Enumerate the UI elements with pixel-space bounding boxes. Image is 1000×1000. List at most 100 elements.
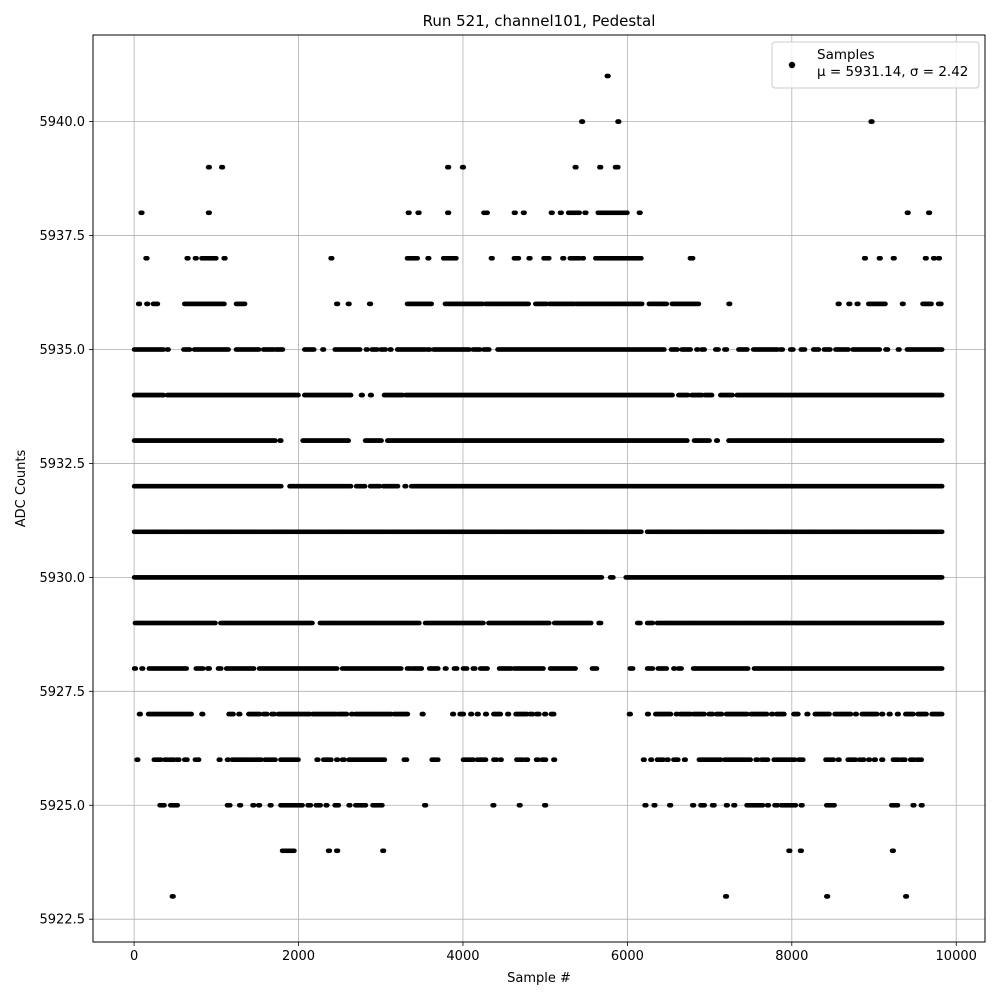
data-point (584, 210, 589, 216)
data-point (329, 255, 335, 261)
data-point (426, 255, 432, 261)
data-point (166, 347, 171, 352)
data-point (559, 210, 564, 216)
data-point (242, 301, 248, 307)
data-point (403, 483, 409, 489)
data-point (347, 301, 352, 307)
data-point (161, 347, 166, 352)
data-point (939, 438, 945, 443)
data-point (226, 347, 231, 352)
data-point (847, 301, 853, 307)
data-point (214, 255, 219, 261)
data-point (927, 210, 933, 216)
data-point (690, 255, 696, 261)
data-point (856, 301, 861, 307)
data-point (547, 255, 552, 261)
data-point (446, 210, 452, 216)
data-point (616, 164, 621, 170)
data-point (702, 347, 707, 352)
data-point (837, 301, 842, 307)
data-point (939, 301, 944, 307)
data-point (885, 347, 891, 352)
data-point (892, 255, 897, 261)
data-point (906, 210, 911, 216)
data-point (664, 301, 670, 307)
data-point (161, 392, 166, 398)
data-point (357, 347, 363, 352)
data-point (490, 255, 495, 261)
data-point (145, 301, 151, 307)
data-point (186, 255, 191, 261)
data-point (522, 210, 527, 216)
data-point (360, 392, 366, 398)
data-point (715, 438, 721, 443)
data-point (550, 210, 555, 216)
data-point (696, 301, 702, 307)
data-point (883, 301, 888, 307)
data-point (389, 347, 394, 352)
data-point (194, 255, 199, 261)
data-point (707, 438, 712, 443)
data-point (279, 438, 284, 443)
data-point (273, 438, 278, 443)
data-point (727, 301, 733, 307)
data-point (513, 210, 518, 216)
data-point (606, 73, 611, 79)
data-point (675, 347, 680, 352)
data-point (487, 347, 492, 352)
data-point (877, 347, 883, 352)
data-point (348, 483, 354, 489)
data-point (780, 347, 786, 352)
data-point (685, 438, 690, 443)
data-point (417, 210, 422, 216)
data-point (924, 255, 929, 261)
data-point (716, 347, 721, 352)
data-point (383, 347, 389, 352)
data-point (429, 301, 435, 307)
data-point (140, 210, 145, 216)
data-point (220, 164, 226, 170)
data-point (639, 529, 644, 535)
data-point (939, 483, 945, 489)
data-point (639, 255, 644, 261)
data-point (187, 347, 193, 352)
data-point (939, 392, 945, 398)
data-point (709, 392, 715, 398)
data-point (695, 347, 701, 352)
data-point (477, 347, 483, 352)
data-point (528, 255, 533, 261)
data-point (638, 210, 643, 216)
data-point (155, 301, 161, 307)
data-point (846, 347, 851, 352)
data-point (375, 347, 380, 352)
data-point (816, 347, 822, 352)
data-point (870, 119, 875, 124)
data-point (256, 347, 262, 352)
data-point (577, 210, 582, 216)
data-point (802, 347, 808, 352)
data-point (662, 347, 667, 352)
data-point (296, 392, 301, 398)
data-point (346, 438, 352, 443)
data-point (574, 164, 579, 170)
data-point (223, 255, 228, 261)
data-point (929, 301, 934, 307)
data-point (516, 255, 522, 261)
data-point (616, 119, 622, 124)
data-point (526, 301, 531, 307)
data-point (878, 255, 883, 261)
data-point (639, 301, 645, 307)
data-point (395, 483, 401, 489)
data-point (745, 347, 750, 352)
data-point (207, 210, 212, 216)
data-point (369, 392, 375, 398)
data-point (598, 164, 604, 170)
data-point (454, 255, 459, 261)
data-point (897, 347, 902, 352)
data-point (207, 164, 212, 170)
data-point (280, 347, 286, 352)
data-point (137, 301, 143, 307)
